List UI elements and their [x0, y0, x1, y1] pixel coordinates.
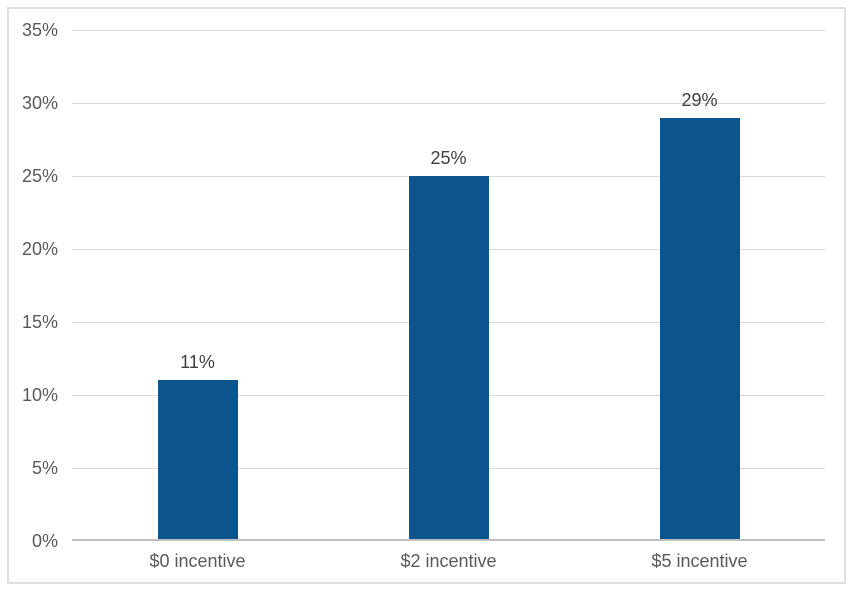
- y-axis-tick-label-35: 35%: [21, 20, 58, 40]
- bar-0-incentive: [157, 380, 238, 541]
- y-axis-tick-label-20: 20%: [21, 239, 58, 259]
- y-axis-tick-label-30: 30%: [21, 93, 58, 113]
- plot-area: 11% 25% 29%: [72, 30, 825, 541]
- y-axis-tick-label-25: 25%: [21, 166, 58, 186]
- x-axis-line: [72, 539, 825, 541]
- data-label-2-incentive: 25%: [430, 148, 467, 168]
- bar-5-incentive: [659, 117, 740, 541]
- bar-2-incentive: [408, 176, 489, 541]
- x-axis-label-5-incentive: $5 incentive: [651, 551, 748, 571]
- gridline-30pct: [72, 103, 825, 104]
- y-axis-tick-label-15: 15%: [21, 312, 58, 332]
- data-label-0-incentive: 11%: [180, 352, 215, 373]
- y-axis-tick-label-10: 10%: [21, 385, 58, 405]
- data-label-5-incentive: 29%: [681, 89, 718, 110]
- x-axis-label-2-incentive: $2 incentive: [400, 551, 497, 571]
- y-axis-tick-label-0: 0%: [31, 531, 58, 551]
- gridline-35pct: [72, 30, 825, 31]
- bar-chart: 11% 25% 29% 0% 5% 10% 15% 20% 25% 30% 35% $0 incen…: [7, 7, 846, 584]
- y-axis-tick-label-5: 5%: [31, 458, 58, 478]
- x-axis-label-0-incentive: $0 incentive: [149, 551, 246, 571]
